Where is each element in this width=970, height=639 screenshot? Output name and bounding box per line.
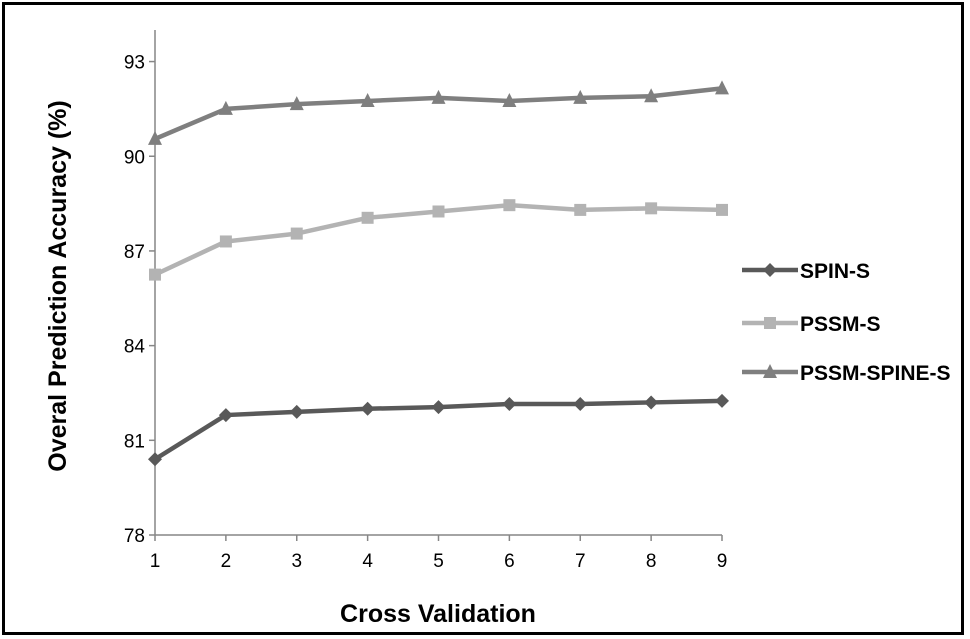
data-point bbox=[502, 93, 517, 108]
y-tick-label: 90 bbox=[124, 147, 145, 168]
x-tick-label: 1 bbox=[150, 551, 161, 572]
data-point bbox=[361, 211, 374, 224]
data-point bbox=[218, 100, 233, 115]
data-point bbox=[432, 205, 445, 218]
x-tick-label: 6 bbox=[504, 551, 515, 572]
data-point bbox=[715, 80, 729, 95]
data-point bbox=[645, 202, 658, 215]
x-tick-label: 5 bbox=[433, 551, 444, 572]
y-tick-label: 78 bbox=[124, 526, 145, 547]
data-point bbox=[289, 96, 304, 111]
legend-item: SPIN-S bbox=[742, 260, 870, 283]
x-tick-label: 8 bbox=[646, 551, 657, 572]
y-tick-label: 87 bbox=[124, 242, 145, 263]
x-tick-label: 9 bbox=[717, 551, 728, 572]
data-point bbox=[290, 227, 303, 240]
x-tick-label: 7 bbox=[575, 551, 586, 572]
data-point bbox=[431, 400, 446, 415]
data-point bbox=[644, 88, 659, 103]
y-tick-label: 81 bbox=[124, 431, 145, 452]
y-tick-label: 93 bbox=[124, 53, 145, 74]
data-point bbox=[431, 89, 446, 104]
data-point bbox=[148, 130, 162, 145]
legend-marker bbox=[764, 317, 776, 329]
data-point bbox=[218, 408, 233, 423]
data-point bbox=[360, 93, 375, 108]
data-point bbox=[715, 393, 729, 408]
x-tick-label: 3 bbox=[291, 551, 302, 572]
data-point bbox=[573, 397, 588, 412]
data-point bbox=[573, 89, 588, 104]
x-tick-label: 4 bbox=[362, 551, 373, 572]
data-point bbox=[149, 268, 161, 281]
data-point bbox=[503, 199, 516, 212]
legend-marker bbox=[763, 263, 777, 277]
series-layer bbox=[148, 80, 729, 467]
data-point bbox=[716, 203, 728, 216]
legend-label: PSSM-SPINE-S bbox=[800, 362, 951, 385]
legend-label: SPIN-S bbox=[800, 260, 870, 283]
legend-marker bbox=[763, 364, 777, 378]
series-pssm-s bbox=[149, 199, 728, 281]
data-point bbox=[219, 235, 232, 248]
y-axis-title: Overal Prediction Accuracy (%) bbox=[44, 100, 72, 471]
data-point bbox=[644, 395, 659, 410]
series-pssm-spine-s bbox=[148, 80, 729, 145]
series-spin-s bbox=[148, 393, 729, 467]
legend-label: PSSM-S bbox=[800, 313, 881, 336]
y-tick-label: 84 bbox=[124, 337, 146, 358]
legend: SPIN-S PSSM-S PSSM-SPINE-S bbox=[742, 260, 951, 385]
data-point bbox=[148, 452, 162, 467]
x-tick-label: 2 bbox=[221, 551, 232, 572]
legend-item: PSSM-S bbox=[742, 313, 881, 336]
x-axis-title: Cross Validation bbox=[340, 600, 536, 628]
legend-item: PSSM-SPINE-S bbox=[742, 362, 951, 385]
data-point bbox=[502, 397, 517, 412]
data-point bbox=[574, 203, 587, 216]
data-point bbox=[289, 404, 304, 419]
data-point bbox=[360, 401, 375, 416]
